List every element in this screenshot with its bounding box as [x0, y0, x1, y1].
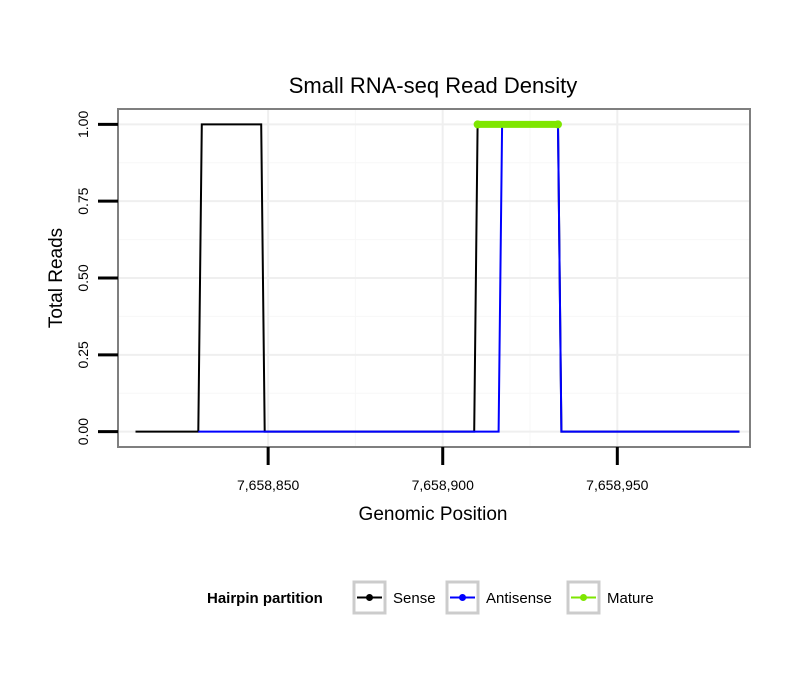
y-axis-label: Total Reads [46, 228, 67, 328]
legend-label-antisense: Antisense [486, 590, 552, 607]
y-tick-label: 1.00 [75, 111, 91, 138]
chart-title: Small RNA-seq Read Density [289, 73, 578, 98]
y-tick-label: 0.50 [75, 264, 91, 291]
axis-layer: 0.00 0.25 0.50 0.75 1.00 7,658,850 7,658,900 7,… [75, 111, 649, 493]
y-tick-label: 0.00 [75, 418, 91, 445]
legend-label-mature: Mature [607, 590, 654, 607]
x-tick-label: 7,658,950 [586, 477, 648, 493]
legend-point-mature [580, 594, 587, 601]
series-point-mature [553, 120, 562, 129]
x-tick-label: 7,658,850 [237, 477, 299, 493]
series-point-mature [473, 120, 482, 129]
x-axis-label: Genomic Position [359, 504, 508, 525]
legend-point-antisense [459, 594, 466, 601]
legend-title: Hairpin partition [207, 590, 323, 607]
y-tick-label: 0.75 [75, 187, 91, 214]
legend-label-sense: Sense [393, 590, 436, 607]
y-tick-label: 0.25 [75, 341, 91, 368]
legend-point-sense [366, 594, 373, 601]
x-tick-label: 7,658,900 [412, 477, 474, 493]
legend: Hairpin partition Sense Antisense Mature [207, 580, 654, 615]
series-layer [135, 120, 740, 433]
